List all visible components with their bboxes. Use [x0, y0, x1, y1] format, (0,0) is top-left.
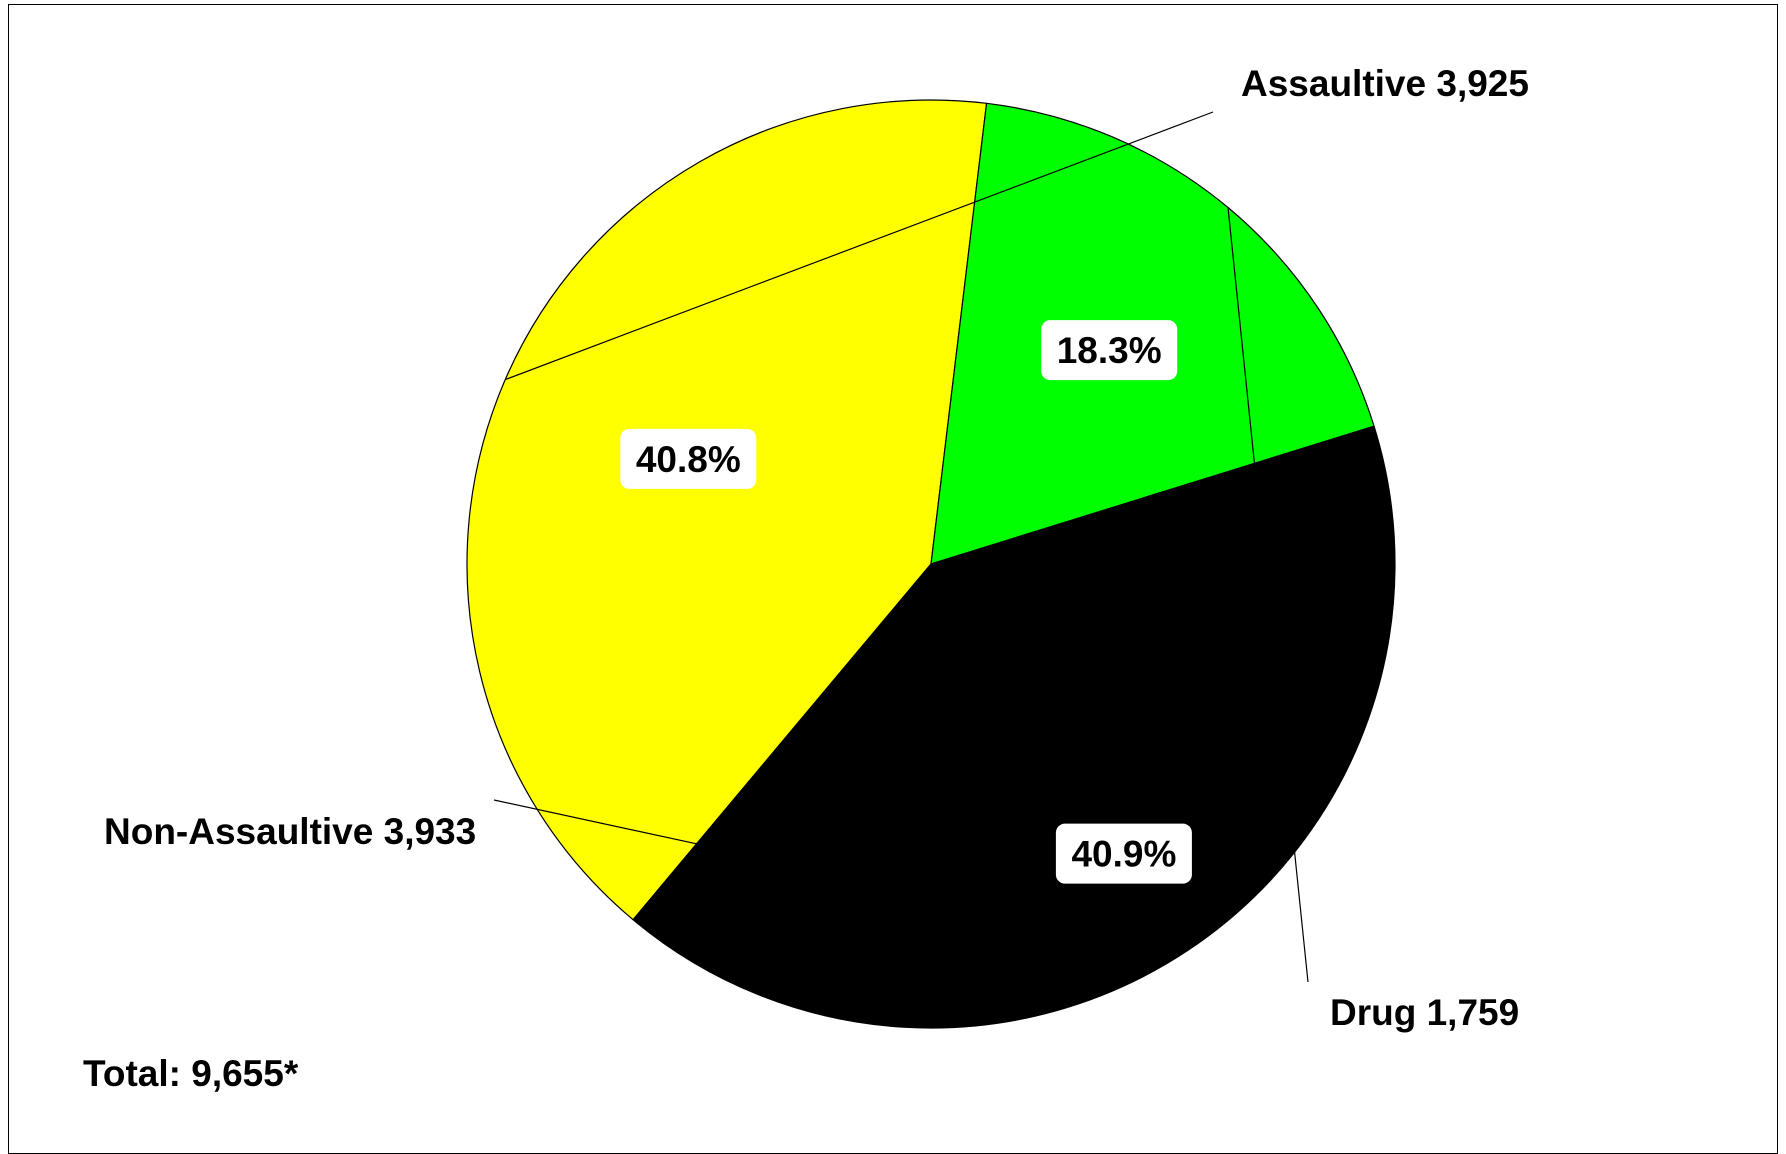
percent-label-text: 40.8%	[636, 439, 741, 480]
leader-line-assaultive	[504, 111, 1214, 381]
percent-label-non-assaultive: 40.9%	[1055, 823, 1192, 884]
total-label: Total: 9,655*	[83, 1053, 299, 1094]
leader-lines	[493, 111, 1309, 983]
leader-line-drug	[1227, 207, 1309, 983]
percent-label-text: 40.9%	[1071, 834, 1176, 875]
percent-label-box	[1055, 823, 1192, 884]
pie-slices	[466, 99, 1396, 1029]
percent-label-box	[620, 428, 757, 489]
percent-label-drug: 18.3%	[1041, 320, 1178, 381]
percent-label-box	[1041, 320, 1178, 381]
percent-labels: 40.8% 18.3% 40.9%	[620, 320, 1192, 884]
percent-label-text: 18.3%	[1057, 330, 1162, 371]
leader-line-non-assaultive	[493, 799, 1189, 951]
percent-label-assaultive: 40.8%	[620, 428, 757, 489]
slice-label-drug: Drug 1,759	[1330, 992, 1519, 1033]
slice-label-non-assaultive: Non-Assaultive 3,933	[104, 811, 476, 852]
slice-label-assaultive: Assaultive 3,925	[1241, 63, 1529, 104]
